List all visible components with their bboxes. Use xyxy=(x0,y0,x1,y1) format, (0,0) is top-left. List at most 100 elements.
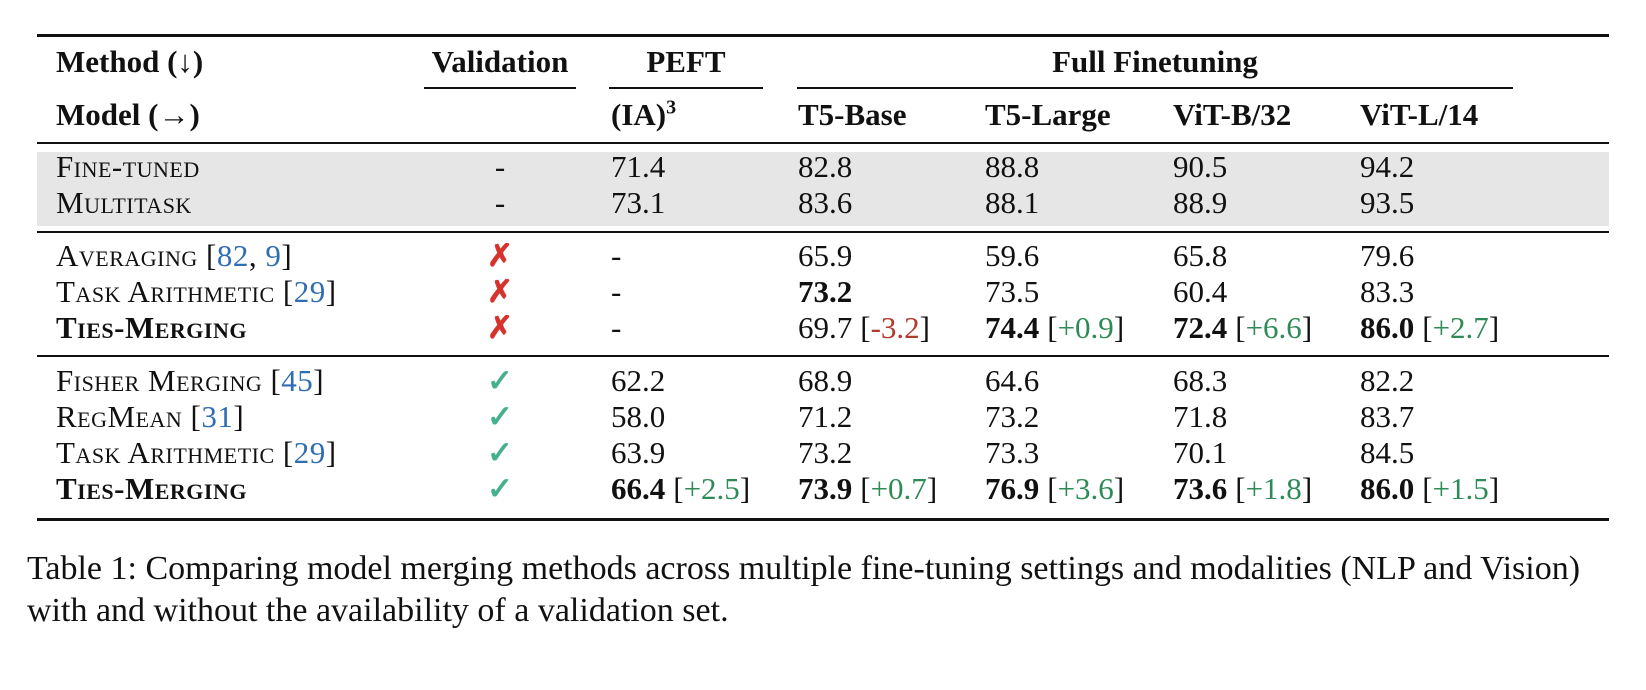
validation-cell: ✗ xyxy=(424,238,576,274)
cell-value: 68.9 xyxy=(798,363,853,398)
delta-value: [+2.5] xyxy=(673,471,751,506)
table-bottom-rule xyxy=(37,518,1609,521)
col-header-vit-b32: ViT-B/32 xyxy=(1173,97,1292,132)
section-rule-1 xyxy=(37,231,1609,233)
check-icon: ✓ xyxy=(487,471,513,506)
citation-link[interactable]: 29 xyxy=(293,274,326,309)
full-finetuning-cmidrule xyxy=(797,87,1513,89)
delta-value: [-3.2] xyxy=(860,310,930,345)
method-name: RegMean [31] xyxy=(56,399,244,435)
cell-value: 73.2 xyxy=(798,274,853,309)
cell-value: 83.7 xyxy=(1360,399,1415,434)
method-name: Task Arithmetic [29] xyxy=(56,274,337,310)
validation-cell: ✗ xyxy=(424,274,576,310)
table-cell: 93.5 xyxy=(1360,185,1414,221)
check-icon: ✓ xyxy=(487,363,513,398)
cell-value: 73.2 xyxy=(798,435,853,470)
cross-icon: ✗ xyxy=(487,310,513,345)
cell-value: 73.9 xyxy=(798,471,853,506)
cell-value: 88.9 xyxy=(1173,185,1228,220)
cross-icon: ✗ xyxy=(487,238,513,273)
table-cell: 73.5 xyxy=(985,274,1039,310)
table-cell: 86.0 [+1.5] xyxy=(1360,471,1499,507)
cell-value: 73.6 xyxy=(1173,471,1228,506)
table-cell: 58.0 xyxy=(611,399,665,435)
ia3-superscript: 3 xyxy=(666,96,677,119)
table-cell: 79.6 xyxy=(1360,238,1414,274)
cell-value: 60.4 xyxy=(1173,274,1228,309)
table-cell: 83.6 xyxy=(798,185,852,221)
ia3-label: (IA) xyxy=(611,97,667,132)
table-cell: 60.4 xyxy=(1173,274,1227,310)
reference-rows-shading xyxy=(37,152,1609,226)
table-cell: 73.3 xyxy=(985,435,1039,471)
cell-value: 68.3 xyxy=(1173,363,1228,398)
table-caption: Table 1: Comparing model merging methods… xyxy=(27,550,1581,629)
citation-link[interactable]: 31 xyxy=(201,399,234,434)
cell-value: 73.3 xyxy=(985,435,1040,470)
table-cell: 83.7 xyxy=(1360,399,1414,435)
table-cell: 66.4 [+2.5] xyxy=(611,471,750,507)
table-top-rule xyxy=(37,34,1609,37)
cell-value: 83.6 xyxy=(798,185,853,220)
cell-value: - xyxy=(611,274,622,309)
cell-value: 90.5 xyxy=(1173,149,1228,184)
table-cell: 74.4 [+0.9] xyxy=(985,310,1124,346)
citation-link[interactable]: 45 xyxy=(281,363,314,398)
cell-value: 88.8 xyxy=(985,149,1040,184)
table-cell: 88.1 xyxy=(985,185,1039,221)
table-cell: 71.4 xyxy=(611,149,665,185)
validation-value: - xyxy=(494,149,506,184)
table-cell: 88.9 xyxy=(1173,185,1227,221)
cell-value: 64.6 xyxy=(985,363,1040,398)
table-cell: 59.6 xyxy=(985,238,1039,274)
table-cell: 69.7 [-3.2] xyxy=(798,310,930,346)
table-cell: 86.0 [+2.7] xyxy=(1360,310,1499,346)
method-label: Task Arithmetic xyxy=(56,274,275,309)
table-cell: 68.9 xyxy=(798,363,852,399)
method-name: Fine-tuned xyxy=(56,149,200,185)
validation-cell: ✓ xyxy=(424,435,576,471)
validation-cell: - xyxy=(424,185,576,221)
cell-value: 79.6 xyxy=(1360,238,1415,273)
method-label: Multitask xyxy=(56,185,192,220)
cell-value: 70.1 xyxy=(1173,435,1228,470)
validation-cell: ✓ xyxy=(424,399,576,435)
method-label: Averaging xyxy=(56,238,198,273)
table-cell: 83.3 xyxy=(1360,274,1414,310)
method-label: Fisher Merging xyxy=(56,363,263,398)
model-header: Model (→) xyxy=(56,97,200,132)
table-cell: 65.9 xyxy=(798,238,852,274)
cell-value: 71.8 xyxy=(1173,399,1228,434)
citation-bracket: [ xyxy=(274,435,294,470)
delta-value: [+0.7] xyxy=(860,471,938,506)
method-name: Ties-Merging xyxy=(56,471,247,507)
check-icon: ✓ xyxy=(487,435,513,470)
method-name: Multitask xyxy=(56,185,192,221)
citation-link[interactable]: 9 xyxy=(265,238,282,273)
table-cell: 82.8 xyxy=(798,149,852,185)
table-cell: 68.3 xyxy=(1173,363,1227,399)
table-cell: 65.8 xyxy=(1173,238,1227,274)
citation-bracket: [ xyxy=(274,274,294,309)
cell-value: - xyxy=(611,238,622,273)
table-cell: - xyxy=(611,310,621,346)
table-cell: 82.2 xyxy=(1360,363,1414,399)
cell-value: 58.0 xyxy=(611,399,666,434)
validation-cell: ✓ xyxy=(424,363,576,399)
cross-icon: ✗ xyxy=(487,274,513,309)
citation-bracket: ] xyxy=(325,274,337,309)
table-cell: 63.9 xyxy=(611,435,665,471)
table-cell: 62.2 xyxy=(611,363,665,399)
citation-link[interactable]: 82 xyxy=(216,238,249,273)
cell-value: 73.1 xyxy=(611,185,666,220)
method-label: Ties-Merging xyxy=(56,471,247,506)
table-cell: 73.2 xyxy=(798,274,852,310)
delta-value: [+1.8] xyxy=(1235,471,1313,506)
cell-value: 69.7 xyxy=(798,310,853,345)
cell-value: 65.8 xyxy=(1173,238,1228,273)
citation-bracket: ] xyxy=(281,238,293,273)
method-label: RegMean xyxy=(56,399,183,434)
citation-link[interactable]: 29 xyxy=(293,435,326,470)
cell-value: 71.2 xyxy=(798,399,853,434)
